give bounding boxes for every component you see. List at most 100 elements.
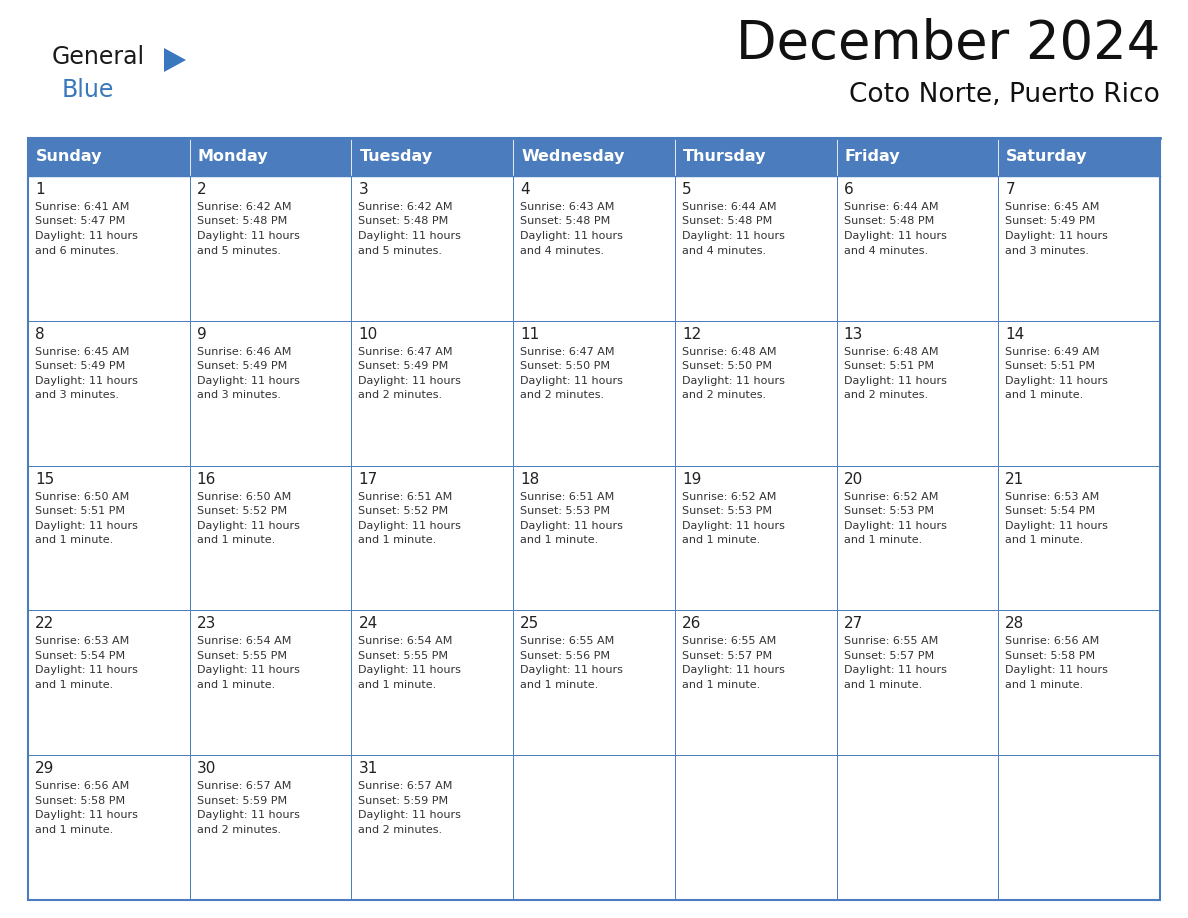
Text: Sunset: 5:56 PM: Sunset: 5:56 PM	[520, 651, 611, 661]
Text: 28: 28	[1005, 616, 1024, 632]
Text: Daylight: 11 hours: Daylight: 11 hours	[197, 666, 299, 676]
Text: Sunrise: 6:55 AM: Sunrise: 6:55 AM	[843, 636, 937, 646]
Bar	[513, 176, 675, 320]
Text: Sunrise: 6:55 AM: Sunrise: 6:55 AM	[682, 636, 776, 646]
Text: 26: 26	[682, 616, 701, 632]
Text: Sunset: 5:51 PM: Sunset: 5:51 PM	[34, 506, 125, 516]
Text: Friday: Friday	[845, 150, 901, 164]
Text: Sunset: 5:54 PM: Sunset: 5:54 PM	[1005, 506, 1095, 516]
Text: Sunrise: 6:45 AM: Sunrise: 6:45 AM	[1005, 202, 1100, 212]
Text: Sunrise: 6:51 AM: Sunrise: 6:51 AM	[359, 492, 453, 501]
Text: Sunrise: 6:43 AM: Sunrise: 6:43 AM	[520, 202, 614, 212]
Text: Sunrise: 6:41 AM: Sunrise: 6:41 AM	[34, 202, 129, 212]
Bar	[190, 176, 352, 320]
Text: 29: 29	[34, 761, 55, 777]
Text: Sunset: 5:55 PM: Sunset: 5:55 PM	[359, 651, 448, 661]
Text: Sunset: 5:57 PM: Sunset: 5:57 PM	[843, 651, 934, 661]
Text: and 2 minutes.: and 2 minutes.	[359, 390, 443, 400]
Text: 20: 20	[843, 472, 862, 487]
Bar	[352, 176, 513, 320]
Text: Sunrise: 6:51 AM: Sunrise: 6:51 AM	[520, 492, 614, 501]
Text: Sunset: 5:51 PM: Sunset: 5:51 PM	[1005, 362, 1095, 371]
Text: Daylight: 11 hours: Daylight: 11 hours	[359, 521, 461, 531]
Text: and 1 minute.: and 1 minute.	[1005, 535, 1083, 545]
Text: and 3 minutes.: and 3 minutes.	[34, 390, 119, 400]
Bar	[675, 465, 836, 610]
Text: and 2 minutes.: and 2 minutes.	[843, 390, 928, 400]
Bar	[513, 138, 675, 176]
Text: and 4 minutes.: and 4 minutes.	[843, 245, 928, 255]
Text: Sunset: 5:48 PM: Sunset: 5:48 PM	[197, 217, 287, 227]
Text: Sunset: 5:49 PM: Sunset: 5:49 PM	[359, 362, 449, 371]
Text: Sunrise: 6:42 AM: Sunrise: 6:42 AM	[197, 202, 291, 212]
Text: Sunset: 5:49 PM: Sunset: 5:49 PM	[197, 362, 287, 371]
Text: Sunrise: 6:57 AM: Sunrise: 6:57 AM	[359, 781, 453, 791]
Text: 14: 14	[1005, 327, 1024, 341]
Bar	[29, 138, 1159, 900]
Text: Daylight: 11 hours: Daylight: 11 hours	[520, 521, 623, 531]
Text: 22: 22	[34, 616, 55, 632]
Text: Daylight: 11 hours: Daylight: 11 hours	[359, 666, 461, 676]
Text: 10: 10	[359, 327, 378, 341]
Text: Sunset: 5:52 PM: Sunset: 5:52 PM	[197, 506, 286, 516]
Bar	[513, 465, 675, 610]
Text: 19: 19	[682, 472, 701, 487]
Text: 7: 7	[1005, 182, 1015, 197]
Text: Sunrise: 6:53 AM: Sunrise: 6:53 AM	[34, 636, 129, 646]
Text: Sunset: 5:53 PM: Sunset: 5:53 PM	[682, 506, 772, 516]
Text: Daylight: 11 hours: Daylight: 11 hours	[197, 231, 299, 241]
Text: 11: 11	[520, 327, 539, 341]
Text: 3: 3	[359, 182, 368, 197]
Bar	[29, 320, 190, 465]
Text: and 2 minutes.: and 2 minutes.	[520, 390, 605, 400]
Text: Sunset: 5:49 PM: Sunset: 5:49 PM	[34, 362, 125, 371]
Text: Tuesday: Tuesday	[360, 150, 432, 164]
Bar	[29, 465, 190, 610]
Text: Sunrise: 6:46 AM: Sunrise: 6:46 AM	[197, 347, 291, 357]
Text: and 5 minutes.: and 5 minutes.	[359, 245, 442, 255]
Text: Sunrise: 6:54 AM: Sunrise: 6:54 AM	[359, 636, 453, 646]
Text: 8: 8	[34, 327, 45, 341]
Text: Thursday: Thursday	[683, 150, 766, 164]
Bar	[352, 465, 513, 610]
Text: 4: 4	[520, 182, 530, 197]
Text: Sunset: 5:58 PM: Sunset: 5:58 PM	[34, 796, 125, 806]
Text: Daylight: 11 hours: Daylight: 11 hours	[359, 231, 461, 241]
Bar	[675, 756, 836, 900]
Text: Sunrise: 6:44 AM: Sunrise: 6:44 AM	[682, 202, 776, 212]
Text: and 5 minutes.: and 5 minutes.	[197, 245, 280, 255]
Text: 16: 16	[197, 472, 216, 487]
Text: Sunset: 5:49 PM: Sunset: 5:49 PM	[1005, 217, 1095, 227]
Text: 18: 18	[520, 472, 539, 487]
Text: Daylight: 11 hours: Daylight: 11 hours	[1005, 521, 1108, 531]
Text: 13: 13	[843, 327, 862, 341]
Text: 5: 5	[682, 182, 691, 197]
Text: Sunset: 5:50 PM: Sunset: 5:50 PM	[520, 362, 611, 371]
Text: 6: 6	[843, 182, 853, 197]
Bar	[190, 610, 352, 756]
Bar	[29, 176, 190, 320]
Bar	[675, 138, 836, 176]
Text: Daylight: 11 hours: Daylight: 11 hours	[197, 811, 299, 820]
Text: Sunset: 5:59 PM: Sunset: 5:59 PM	[359, 796, 449, 806]
Text: Daylight: 11 hours: Daylight: 11 hours	[197, 521, 299, 531]
Text: Daylight: 11 hours: Daylight: 11 hours	[520, 231, 623, 241]
Text: and 1 minute.: and 1 minute.	[34, 824, 113, 834]
Bar	[352, 320, 513, 465]
Text: Daylight: 11 hours: Daylight: 11 hours	[34, 811, 138, 820]
Bar	[836, 176, 998, 320]
Text: 30: 30	[197, 761, 216, 777]
Text: Daylight: 11 hours: Daylight: 11 hours	[197, 375, 299, 386]
Text: Sunset: 5:57 PM: Sunset: 5:57 PM	[682, 651, 772, 661]
Text: Daylight: 11 hours: Daylight: 11 hours	[34, 521, 138, 531]
Bar	[675, 610, 836, 756]
Bar	[352, 138, 513, 176]
Text: Sunrise: 6:50 AM: Sunrise: 6:50 AM	[34, 492, 129, 501]
Text: 24: 24	[359, 616, 378, 632]
Text: Sunrise: 6:44 AM: Sunrise: 6:44 AM	[843, 202, 939, 212]
Text: and 1 minute.: and 1 minute.	[1005, 680, 1083, 690]
Text: and 2 minutes.: and 2 minutes.	[197, 824, 280, 834]
Text: Daylight: 11 hours: Daylight: 11 hours	[682, 231, 785, 241]
Text: and 3 minutes.: and 3 minutes.	[197, 390, 280, 400]
Text: Daylight: 11 hours: Daylight: 11 hours	[1005, 666, 1108, 676]
